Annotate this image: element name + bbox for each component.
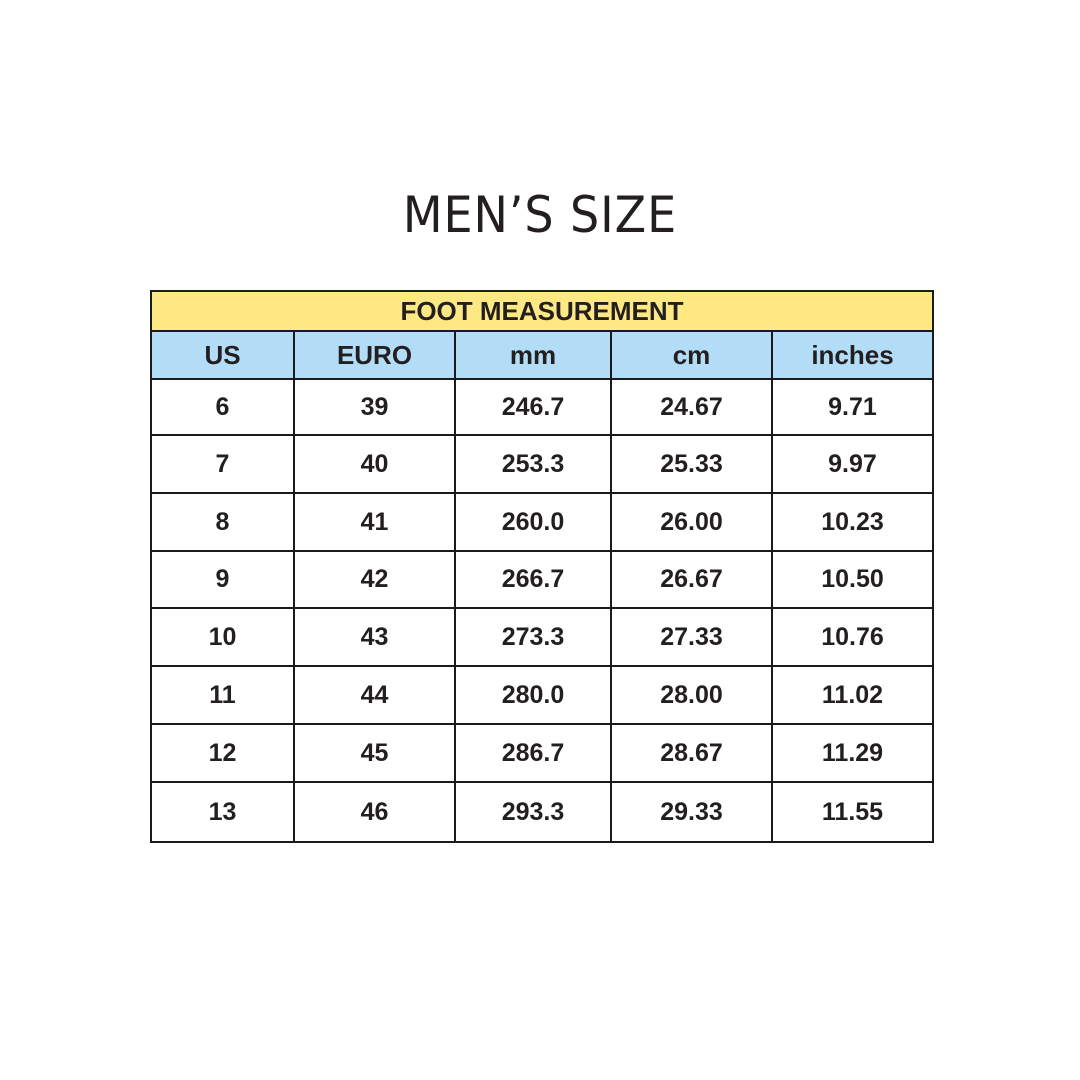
cell-cm: 25.33 (610, 434, 773, 494)
header-inches: inches (771, 330, 934, 380)
cell-cm: 27.33 (610, 607, 773, 667)
cell-mm: 246.7 (454, 378, 612, 436)
cell-euro: 43 (293, 607, 456, 667)
cell-inches: 11.29 (771, 723, 934, 783)
header-us: US (150, 330, 295, 380)
cell-mm: 280.0 (454, 665, 612, 725)
cell-cm: 24.67 (610, 378, 773, 436)
cell-inches: 11.55 (771, 781, 934, 843)
cell-cm: 29.33 (610, 781, 773, 843)
cell-mm: 253.3 (454, 434, 612, 494)
cell-mm: 293.3 (454, 781, 612, 843)
cell-us: 12 (150, 723, 295, 783)
header-mm: mm (454, 330, 612, 380)
cell-us: 9 (150, 550, 295, 609)
table-row: 9 42 266.7 26.67 10.50 (150, 550, 934, 609)
cell-euro: 45 (293, 723, 456, 783)
cell-inches: 9.97 (771, 434, 934, 494)
cell-mm: 273.3 (454, 607, 612, 667)
page-title: MEN’S SIZE (402, 186, 678, 244)
cell-inches: 10.23 (771, 492, 934, 552)
cell-cm: 28.00 (610, 665, 773, 725)
cell-cm: 28.67 (610, 723, 773, 783)
cell-us: 10 (150, 607, 295, 667)
cell-us: 7 (150, 434, 295, 494)
table-row: 11 44 280.0 28.00 11.02 (150, 665, 934, 725)
cell-euro: 41 (293, 492, 456, 552)
table-row: 13 46 293.3 29.33 11.55 (150, 781, 934, 843)
table-row: 8 41 260.0 26.00 10.23 (150, 492, 934, 552)
cell-euro: 44 (293, 665, 456, 725)
header-cm: cm (610, 330, 773, 380)
cell-mm: 266.7 (454, 550, 612, 609)
cell-cm: 26.67 (610, 550, 773, 609)
cell-us: 6 (150, 378, 295, 436)
cell-euro: 46 (293, 781, 456, 843)
cell-us: 8 (150, 492, 295, 552)
table-row: 10 43 273.3 27.33 10.76 (150, 607, 934, 667)
cell-mm: 286.7 (454, 723, 612, 783)
cell-cm: 26.00 (610, 492, 773, 552)
cell-mm: 260.0 (454, 492, 612, 552)
cell-inches: 10.50 (771, 550, 934, 609)
cell-inches: 9.71 (771, 378, 934, 436)
cell-us: 11 (150, 665, 295, 725)
table-caption: FOOT MEASUREMENT (150, 290, 934, 332)
cell-inches: 11.02 (771, 665, 934, 725)
cell-euro: 39 (293, 378, 456, 436)
header-euro: EURO (293, 330, 456, 380)
table-row: 6 39 246.7 24.67 9.71 (150, 378, 934, 436)
cell-euro: 40 (293, 434, 456, 494)
cell-inches: 10.76 (771, 607, 934, 667)
table-row: 7 40 253.3 25.33 9.97 (150, 434, 934, 494)
cell-us: 13 (150, 781, 295, 843)
cell-euro: 42 (293, 550, 456, 609)
table-row: 12 45 286.7 28.67 11.29 (150, 723, 934, 783)
